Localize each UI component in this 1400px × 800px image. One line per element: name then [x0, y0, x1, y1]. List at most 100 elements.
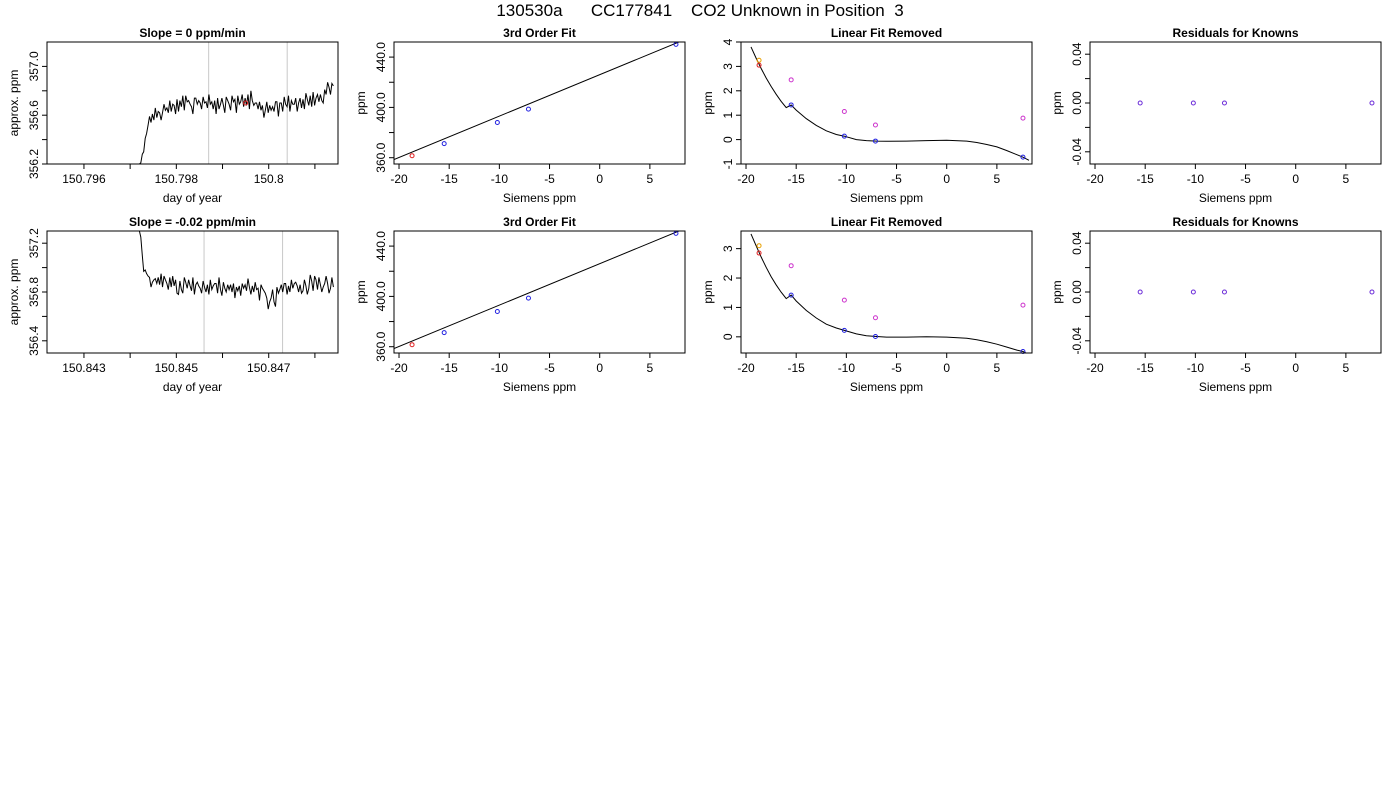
chart-panel-residual-curve-2: Linear Fit Removed -20 -15 -10 -5 0 5 0 1 2 3 Sieme…	[701, 215, 1033, 394]
chart-title: Residuals for Knowns	[1172, 26, 1298, 40]
plot-frame	[46, 230, 339, 354]
data-point	[841, 109, 847, 115]
x-tick-label: 150.843	[62, 361, 106, 375]
x-tick-label: -10	[838, 361, 856, 375]
x-axis-label: day of year	[163, 191, 222, 205]
data-point	[1020, 115, 1026, 121]
data-layer	[394, 231, 681, 350]
y-tick-label: 400.0	[374, 281, 388, 311]
y-tick-label: 440.0	[374, 42, 388, 72]
y-axis-label: ppm	[354, 91, 368, 114]
x-tick-label: -20	[737, 361, 755, 375]
data-point	[525, 295, 531, 301]
chart-title: Linear Fit Removed	[831, 26, 942, 40]
fit-line	[394, 42, 681, 161]
data-point	[494, 308, 500, 314]
x-tick-label: -15	[1137, 172, 1155, 186]
chart-panel-fit-1: 3rd Order Fit -20 -15 -10 -5 0 5 360.0 400.0 440.…	[354, 26, 686, 205]
x-tick-label: -10	[491, 172, 509, 186]
y-axis-label: ppm	[1050, 91, 1064, 114]
x-tick-label: 0	[596, 361, 603, 375]
data-point	[1369, 100, 1375, 106]
x-tick-label: -20	[737, 172, 755, 186]
y-tick-label: 0.04	[1070, 42, 1084, 66]
y-tick-label: 357.0	[27, 51, 41, 81]
x-tick-label: -15	[441, 361, 459, 375]
chart-title: Slope = 0 ppm/min	[139, 26, 245, 40]
fit-line	[394, 231, 681, 350]
plot-frame	[1089, 41, 1382, 165]
chart-title: Linear Fit Removed	[831, 215, 942, 229]
plot-frame	[393, 41, 686, 165]
x-tick-label: 5	[994, 172, 1001, 186]
x-tick-label: -10	[1187, 361, 1205, 375]
fit-curve	[750, 233, 1028, 353]
data-point	[756, 57, 762, 63]
x-tick-label: -10	[491, 361, 509, 375]
y-tick-label: 0.00	[1070, 91, 1084, 115]
x-tick-label: 0	[943, 361, 950, 375]
y-axis-label: ppm	[701, 280, 715, 303]
x-tick-label: -5	[1240, 361, 1251, 375]
y-tick-label: 360.0	[374, 142, 388, 172]
data-point	[243, 100, 249, 106]
data-point	[1137, 100, 1143, 106]
chart-title: Slope = -0.02 ppm/min	[129, 215, 256, 229]
y-tick-label: 0	[721, 136, 735, 143]
y-tick-label: 0.00	[1070, 280, 1084, 304]
chart-title: Residuals for Knowns	[1172, 215, 1298, 229]
y-tick-label: 356.2	[27, 149, 41, 179]
x-tick-label: 0	[1292, 172, 1299, 186]
data-point	[1137, 289, 1143, 295]
y-tick-label: 356.4	[27, 325, 41, 355]
y-axis-label: ppm	[354, 280, 368, 303]
chart-title: 3rd Order Fit	[503, 26, 576, 40]
x-tick-label: 0	[1292, 361, 1299, 375]
x-axis-label: Siemens ppm	[1199, 191, 1272, 205]
plot-frame	[46, 41, 339, 165]
x-tick-label: 150.796	[62, 172, 106, 186]
x-tick-label: 0	[943, 172, 950, 186]
data-point	[1190, 100, 1196, 106]
chart-panel-residuals-2: Residuals for Knowns -20 -15 -10 -5 0 5 -0.04 0.…	[1050, 215, 1382, 394]
data-point	[872, 122, 878, 128]
x-axis-label: Siemens ppm	[1199, 380, 1272, 394]
x-tick-label: 5	[994, 361, 1001, 375]
y-tick-label: 0.04	[1070, 231, 1084, 255]
y-tick-label: 1	[721, 112, 735, 119]
page-title: 130530a CC177841 CO2 Unknown in Position…	[496, 1, 904, 20]
x-axis-label: Siemens ppm	[850, 191, 923, 205]
data-point	[788, 263, 794, 269]
x-tick-label: 5	[647, 361, 654, 375]
x-axis-label: Siemens ppm	[503, 380, 576, 394]
data-point	[1020, 349, 1026, 355]
y-axis-label: ppm	[1050, 280, 1064, 303]
chart-title: 3rd Order Fit	[503, 215, 576, 229]
chart-panel-fit-2: 3rd Order Fit -20 -15 -10 -5 0 5 360.0 400.0 440.…	[354, 215, 686, 394]
x-tick-label: -5	[891, 172, 902, 186]
y-axis-label: approx. ppm	[7, 70, 21, 137]
x-tick-label: -20	[1086, 172, 1104, 186]
x-tick-label: -10	[1187, 172, 1205, 186]
fit-curve	[750, 46, 1030, 161]
data-point	[1020, 302, 1026, 308]
data-point	[756, 243, 762, 249]
x-axis-label: Siemens ppm	[503, 191, 576, 205]
data-point	[872, 138, 878, 144]
x-axis-label: day of year	[163, 380, 222, 394]
y-tick-label: 440.0	[374, 231, 388, 261]
x-tick-label: -10	[838, 172, 856, 186]
x-tick-label: -20	[390, 172, 408, 186]
chart-panel-time-series-1: Slope = 0 ppm/min 150.796 150.798 150.8 356.…	[7, 26, 339, 205]
data-point	[441, 141, 447, 147]
data-point	[1221, 289, 1227, 295]
x-tick-label: -15	[441, 172, 459, 186]
data-point	[841, 133, 847, 139]
data-point	[1221, 100, 1227, 106]
y-tick-label: 1	[721, 304, 735, 311]
data-point	[1369, 289, 1375, 295]
chart-panel-residual-curve-1: Linear Fit Removed-20 -15 -10 -5 0 5-101234Si…	[701, 26, 1033, 205]
chart-panel-residuals-1: Residuals for Knowns -20 -15 -10 -5 0 5 -0.04 0.…	[1050, 26, 1382, 205]
x-tick-label: 150.798	[155, 172, 199, 186]
y-tick-label: 3	[721, 63, 735, 70]
